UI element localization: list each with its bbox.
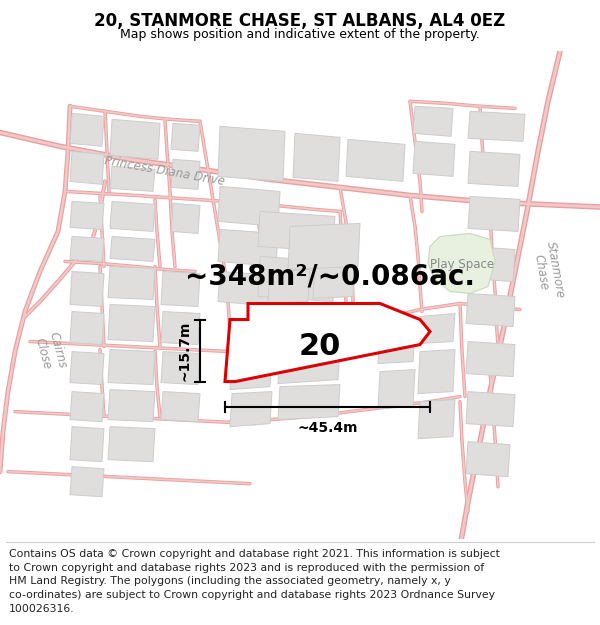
Polygon shape bbox=[378, 369, 415, 409]
Polygon shape bbox=[278, 349, 340, 384]
Polygon shape bbox=[110, 236, 155, 261]
Text: ~348m²/~0.086ac.: ~348m²/~0.086ac. bbox=[185, 262, 475, 291]
Polygon shape bbox=[218, 186, 280, 226]
Polygon shape bbox=[108, 266, 155, 299]
Text: Cairns
Close: Cairns Close bbox=[32, 330, 68, 373]
Polygon shape bbox=[466, 294, 515, 326]
Polygon shape bbox=[161, 271, 200, 306]
Polygon shape bbox=[161, 351, 200, 384]
Polygon shape bbox=[70, 392, 104, 422]
Polygon shape bbox=[378, 329, 415, 364]
Polygon shape bbox=[70, 311, 104, 344]
Polygon shape bbox=[466, 442, 510, 477]
Text: Play Space: Play Space bbox=[430, 258, 494, 271]
Polygon shape bbox=[70, 201, 104, 229]
Polygon shape bbox=[268, 269, 310, 304]
Polygon shape bbox=[468, 196, 520, 231]
Polygon shape bbox=[346, 139, 405, 181]
Polygon shape bbox=[70, 151, 104, 184]
Polygon shape bbox=[171, 123, 200, 151]
Polygon shape bbox=[108, 427, 155, 462]
Polygon shape bbox=[110, 119, 160, 159]
Polygon shape bbox=[70, 236, 104, 261]
Polygon shape bbox=[468, 151, 520, 186]
Polygon shape bbox=[70, 351, 104, 384]
Polygon shape bbox=[70, 467, 104, 497]
Polygon shape bbox=[258, 256, 335, 301]
Polygon shape bbox=[413, 106, 453, 136]
Polygon shape bbox=[70, 427, 104, 462]
Polygon shape bbox=[293, 133, 340, 181]
Polygon shape bbox=[466, 246, 515, 281]
Polygon shape bbox=[161, 392, 200, 422]
Polygon shape bbox=[313, 264, 355, 299]
Polygon shape bbox=[171, 159, 200, 189]
Polygon shape bbox=[108, 349, 155, 384]
Polygon shape bbox=[161, 311, 200, 344]
Polygon shape bbox=[468, 111, 525, 141]
Text: 20, STANMORE CHASE, ST ALBANS, AL4 0EZ: 20, STANMORE CHASE, ST ALBANS, AL4 0EZ bbox=[94, 12, 506, 30]
Polygon shape bbox=[418, 399, 455, 439]
Text: ~15.7m: ~15.7m bbox=[178, 321, 192, 381]
Polygon shape bbox=[466, 341, 515, 377]
Polygon shape bbox=[108, 304, 155, 341]
Polygon shape bbox=[258, 211, 335, 251]
Polygon shape bbox=[418, 349, 455, 394]
Polygon shape bbox=[466, 392, 515, 427]
Polygon shape bbox=[171, 203, 200, 233]
Polygon shape bbox=[278, 384, 340, 419]
Polygon shape bbox=[70, 271, 104, 306]
Polygon shape bbox=[218, 271, 278, 306]
Polygon shape bbox=[218, 126, 285, 181]
Text: 20: 20 bbox=[299, 332, 341, 361]
Polygon shape bbox=[230, 354, 272, 389]
Text: ~45.4m: ~45.4m bbox=[297, 421, 358, 434]
Text: Map shows position and indicative extent of the property.: Map shows position and indicative extent… bbox=[120, 28, 480, 41]
Text: Princess Diana Drive: Princess Diana Drive bbox=[104, 154, 226, 188]
Polygon shape bbox=[428, 233, 495, 294]
Text: Contains OS data © Crown copyright and database right 2021. This information is : Contains OS data © Crown copyright and d… bbox=[9, 549, 500, 614]
Polygon shape bbox=[110, 201, 155, 231]
Polygon shape bbox=[225, 304, 430, 382]
Polygon shape bbox=[230, 392, 272, 427]
Polygon shape bbox=[70, 113, 104, 146]
Polygon shape bbox=[108, 389, 155, 422]
Polygon shape bbox=[218, 229, 278, 266]
Polygon shape bbox=[288, 223, 360, 269]
Polygon shape bbox=[413, 141, 455, 176]
Text: Stanmore
Chase: Stanmore Chase bbox=[529, 241, 567, 302]
Polygon shape bbox=[110, 166, 155, 191]
Polygon shape bbox=[418, 314, 455, 344]
